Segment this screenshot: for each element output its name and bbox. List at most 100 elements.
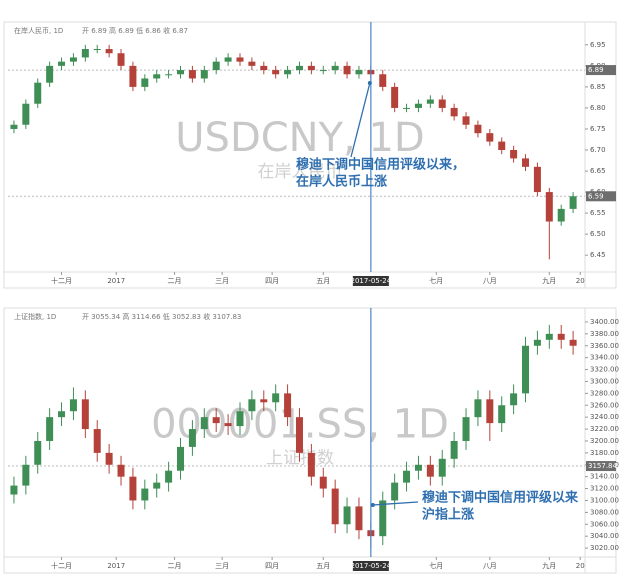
price-badge [586, 461, 616, 472]
candle-body [177, 446, 185, 471]
candle-body [343, 506, 351, 525]
y-tick-label: 3380.00 [590, 330, 619, 338]
event-label: 2017-05-24 [351, 562, 392, 570]
candle-body [141, 488, 149, 501]
x-tick-label: 四月 [265, 277, 279, 285]
candle-body [533, 339, 541, 346]
y-tick-label: 6.65 [590, 167, 606, 175]
candle-body [414, 103, 422, 108]
candle-body [212, 417, 220, 424]
x-tick-label: 九月 [542, 276, 556, 285]
candle-body [69, 57, 77, 62]
candle-body [498, 141, 506, 150]
candle-body [284, 393, 292, 418]
candle-body [188, 429, 196, 447]
price-badge [586, 65, 616, 76]
candle-body [22, 103, 30, 125]
candle-body [165, 74, 173, 76]
candle-body [10, 124, 18, 129]
y-tick-label: 3080.00 [590, 508, 619, 516]
candle-body [10, 485, 18, 495]
x-tick-label: 九月 [542, 561, 556, 570]
candle-body [81, 399, 89, 430]
x-tick-label: 三月 [215, 562, 229, 570]
candle-body [153, 74, 161, 79]
candle-body [93, 429, 101, 453]
candle-body [93, 49, 101, 51]
x-tick-label: 三月 [215, 277, 229, 285]
x-tick-label: 十二月 [51, 276, 72, 285]
candle-body [438, 458, 446, 477]
candle-body [153, 482, 161, 489]
y-tick-label: 3220.00 [590, 425, 619, 433]
candle-body [569, 196, 577, 209]
chart-panel: 000001.SS, 1D上证指数3020.003040.003060.0030… [3, 307, 619, 574]
candle-body [403, 107, 411, 109]
chart-header: 上证指数, 1D [14, 312, 56, 321]
candle-body [46, 65, 54, 83]
watermark-sub: 上证指数 [266, 449, 334, 469]
candle-body [260, 399, 268, 403]
y-tick-label: 3180.00 [590, 449, 619, 457]
candle-body [569, 339, 577, 346]
candle-body [236, 57, 244, 62]
candle-body [319, 476, 327, 489]
x-tick-label: 二月 [168, 277, 182, 285]
candle-body [129, 476, 137, 501]
candle-body [307, 452, 315, 477]
candle-body [284, 70, 292, 75]
x-tick-label: 二月 [168, 562, 182, 570]
candle-body [236, 411, 244, 427]
candle-body [474, 399, 482, 418]
panel-frame [3, 21, 617, 289]
candle-body [307, 65, 315, 71]
candle-body [295, 417, 303, 453]
candle-body [379, 74, 387, 87]
panel-frame [3, 307, 617, 574]
x-tick-label: 七月 [429, 276, 443, 285]
x-tick-label: 四月 [265, 562, 279, 570]
candle-body [22, 464, 30, 486]
candle-body [414, 464, 422, 471]
y-tick-label: 3100.00 [590, 496, 619, 504]
y-tick-label: 6.50 [590, 230, 606, 238]
candle-body [224, 423, 232, 427]
candle-body [533, 166, 541, 193]
ohlc-header: 开 6.89 高 6.89 低 6.86 收 6.87 [82, 26, 188, 35]
candle-body [272, 393, 280, 403]
x-tick-label: 2017 [107, 562, 125, 570]
candle-body [188, 70, 196, 79]
y-tick-label: 6.70 [590, 146, 606, 154]
annotation: 在岸人民币上涨 [296, 174, 387, 190]
annotation: 穆迪下调中国信用评级以来， [296, 157, 465, 173]
annotation: 穆迪下调中国信用评级以来 [422, 490, 579, 506]
candle-body [545, 192, 553, 222]
candle-body [34, 440, 42, 465]
price-badge-label: 6.89 [588, 66, 604, 74]
candle-body [319, 70, 327, 72]
y-tick-label: 3280.00 [590, 389, 619, 397]
candle-body [462, 116, 470, 125]
y-tick-label: 3120.00 [590, 485, 619, 493]
x-tick-label: 2017 [107, 277, 125, 285]
candle-body [46, 417, 54, 441]
candle-body [105, 49, 113, 54]
candle-body [212, 61, 220, 71]
candle-body [141, 78, 149, 87]
y-tick-label: 3320.00 [590, 366, 619, 374]
candle-body [165, 470, 173, 483]
y-tick-label: 3340.00 [590, 354, 619, 362]
watermark: USDCNY, 1D [175, 115, 424, 161]
candle-body [557, 208, 565, 222]
y-tick-label: 6.75 [590, 125, 606, 133]
candle-body [58, 61, 66, 66]
y-tick-label: 6.85 [590, 83, 606, 91]
candle-body [34, 82, 42, 104]
event-badge [352, 276, 389, 286]
candle-body [450, 440, 458, 459]
x-tick-label: 十二月 [51, 561, 72, 570]
candle-body [355, 506, 363, 531]
arrow-head [367, 81, 372, 85]
watermark-sub: 在岸人民币 [258, 162, 343, 182]
